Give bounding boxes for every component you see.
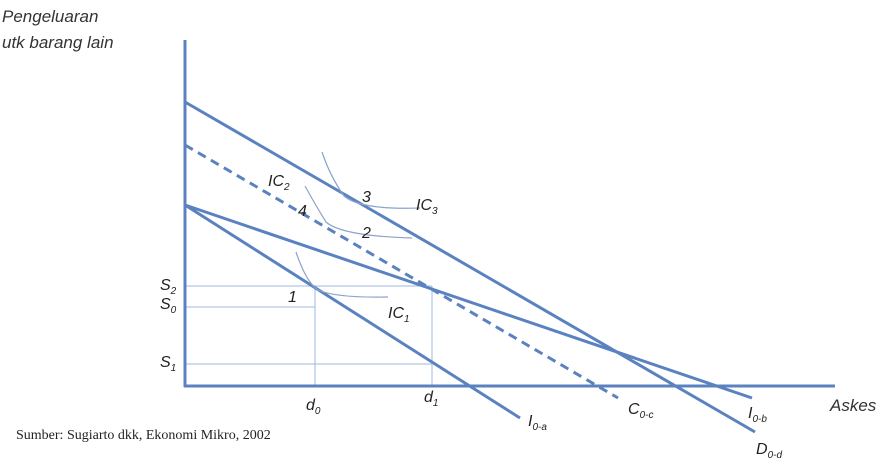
point-label-2: 2 (361, 225, 371, 242)
indifference-curve-3 (321, 151, 421, 209)
indifference-curve-2 (304, 185, 413, 239)
x-axis-label: Askes (829, 396, 877, 415)
label-ic3: IC3 (416, 197, 438, 217)
indifference-curve-1 (295, 251, 389, 298)
y-tick-s1: S1 (160, 354, 176, 374)
y-tick-s2: S2 (160, 277, 177, 297)
label-ic2: IC2 (268, 173, 290, 193)
x-tick-d0: d0 (306, 397, 321, 417)
label-i0a: I0-a (528, 413, 547, 433)
point-label-1: 1 (288, 289, 297, 306)
y-axis-label-line2: utk barang lain (2, 33, 114, 52)
line-i0a (184, 203, 521, 420)
line-c0c (184, 143, 619, 400)
source-caption: Sumber: Sugiarto dkk, Ekonomi Mikro, 200… (16, 428, 271, 443)
label-c0c: C0-c (628, 401, 653, 421)
point-label-3: 3 (362, 189, 371, 206)
line-i0b (184, 203, 753, 400)
line-d0d (184, 100, 756, 434)
label-d0d: D0-d (756, 441, 782, 461)
y-tick-s0: S0 (160, 296, 177, 316)
y-axis-label-line1: Pengeluaran (2, 7, 98, 26)
label-i0b: I0-b (748, 405, 767, 425)
x-tick-d1: d1 (424, 389, 438, 409)
point-label-4: 4 (298, 203, 307, 220)
label-ic1: IC1 (388, 305, 410, 325)
